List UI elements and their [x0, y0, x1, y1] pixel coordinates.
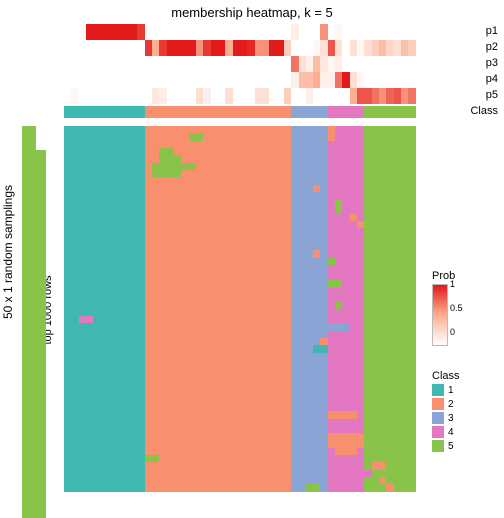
- legend-prob-title: Prob: [432, 270, 498, 282]
- colorbar-ticks: 1 0.5 0: [450, 280, 463, 337]
- legend-swatch-4: 4: [432, 426, 498, 438]
- row-label-p1: p1: [486, 25, 498, 37]
- row-label-p4: p4: [486, 73, 498, 85]
- row-p5: [64, 88, 416, 104]
- row-label-class: Class: [470, 105, 498, 117]
- legend-swatch-3: 3: [432, 412, 498, 424]
- legend-swatch-2: 2: [432, 398, 498, 410]
- y-axis-outer-label: 50 x 1 random samplings: [8, 0, 22, 504]
- colorbar: [432, 284, 448, 346]
- row-label-p2: p2: [486, 41, 498, 53]
- row-label-p5: p5: [486, 89, 498, 101]
- chart-title: membership heatmap, k = 5: [0, 5, 504, 20]
- legend-prob: Prob 1 0.5 0: [432, 270, 498, 346]
- row-class: [64, 106, 416, 118]
- main-heatmap: [64, 126, 416, 492]
- sidebar-inner: [36, 150, 46, 518]
- legend-swatch-1: 1: [432, 384, 498, 396]
- sidebar-outer: [22, 126, 36, 518]
- y-axis-inner-label: top 1000 rows: [48, 0, 62, 504]
- row-p3: [64, 56, 416, 72]
- legend-class-title: Class: [432, 370, 498, 382]
- row-label-p3: p3: [486, 57, 498, 69]
- heatmap-plot: [64, 24, 416, 494]
- legend-class: Class 1 2 3 4 5: [432, 370, 498, 452]
- legend-swatch-5: 5: [432, 440, 498, 452]
- row-p1: [64, 24, 416, 40]
- row-p2: [64, 40, 416, 56]
- row-p4: [64, 72, 416, 88]
